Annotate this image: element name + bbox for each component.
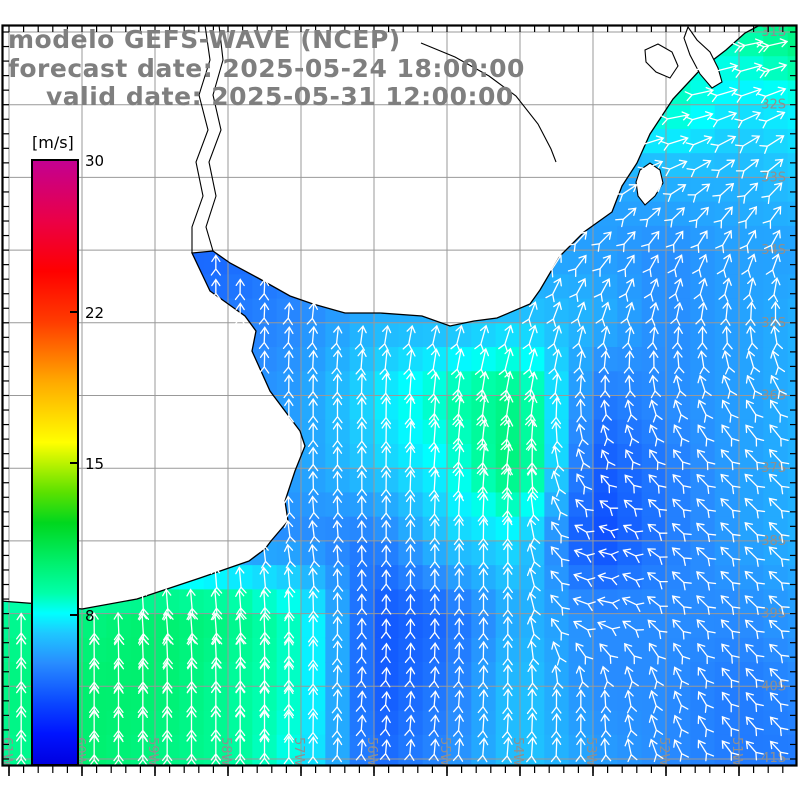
model-title: modelo GEFS-WAVE (NCEP) <box>8 25 401 54</box>
river-line <box>205 25 224 252</box>
longitude-label: 59W <box>145 737 160 767</box>
longitude-label: 57W <box>291 737 306 767</box>
latitude-label: 31S <box>761 25 786 40</box>
coastline <box>2 25 761 610</box>
map-layers: 61W 60W 59W 58W 57W 56W 55W 54W 53W 52W 51W31S32S3… <box>2 25 797 767</box>
colorbar-tick <box>70 159 79 161</box>
forecast-date: forecast date: 2025-05-24 18:00:00 <box>8 54 525 83</box>
longitude-label: 52W <box>656 737 671 767</box>
colorbar-tick <box>70 311 79 313</box>
lagoon-outline <box>644 43 679 79</box>
wave-direction-arrows <box>16 38 790 766</box>
latitude-label: 40S <box>761 679 786 694</box>
colorbar-tick <box>70 614 79 616</box>
longitude-label: 55W <box>437 737 452 767</box>
colorbar-label-8: 8 <box>85 607 95 625</box>
colorbar-unit-label: [m/s] <box>32 133 74 152</box>
longitude-label: 58W <box>218 737 233 767</box>
valid-date: valid date: 2025-05-31 12:00:00 <box>46 82 514 111</box>
latitude-label: 39S <box>761 607 786 622</box>
latlon-grid <box>2 25 797 766</box>
river-line <box>191 25 211 253</box>
longitude-label: 51W <box>729 737 744 767</box>
river-line <box>420 42 557 163</box>
latitude-label: 35S <box>761 316 786 331</box>
longitude-label: 54W <box>510 737 525 767</box>
colorbar-label-15: 15 <box>85 455 105 473</box>
longitude-label: 53W <box>583 737 598 767</box>
latitude-label: 34S <box>761 243 786 258</box>
colorbar-tick <box>70 462 79 464</box>
latitude-label: 32S <box>761 98 786 113</box>
land-area <box>2 25 760 609</box>
colorbar-label-30: 30 <box>85 152 105 170</box>
latitude-label: 41S <box>761 751 786 766</box>
longitude-label: 56W <box>364 737 379 767</box>
lagoon-outline <box>683 25 723 89</box>
latitude-label: 37S <box>761 461 786 476</box>
colorbar-label-22: 22 <box>85 304 105 322</box>
latitude-label: 38S <box>761 534 786 549</box>
map-frame <box>1 24 798 776</box>
